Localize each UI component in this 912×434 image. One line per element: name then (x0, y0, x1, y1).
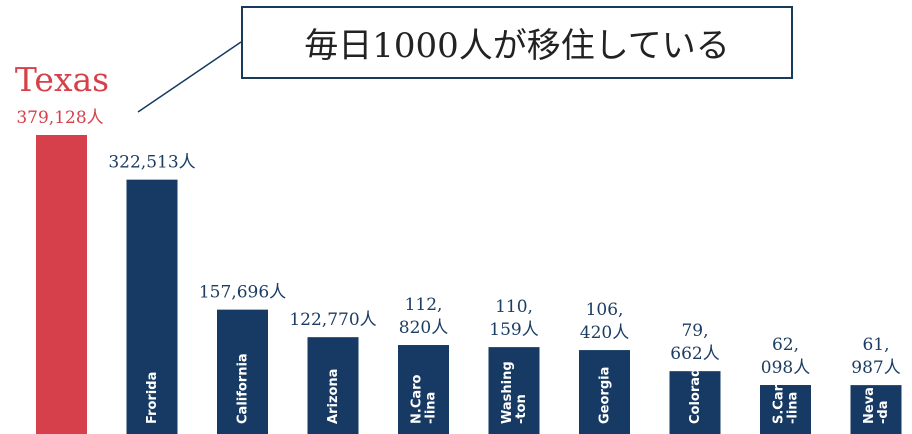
category-label-line: California (236, 353, 251, 424)
category-label-4: N.Caro-lina (410, 374, 439, 424)
bar-2 (217, 309, 268, 434)
category-label-3: Arizona (326, 369, 341, 424)
category-label-line: Frorida (145, 372, 160, 424)
value-label-line: 159人 (489, 320, 538, 340)
value-label-line: 62, (772, 335, 799, 355)
value-label-4: 112, 820人 (399, 295, 448, 338)
value-label-line: 662人 (670, 344, 719, 364)
value-label-line: 106, (586, 300, 624, 320)
category-label-line: N.Caro (410, 374, 425, 424)
value-label-line: 098人 (761, 358, 810, 378)
callout-text: 毎日1000人が移住している (304, 26, 730, 66)
category-label-8: S.Caro-lina (772, 376, 801, 424)
category-label-7: Colorado (688, 359, 703, 424)
value-label-3: 122,770人 (289, 310, 376, 330)
bar-7 (669, 371, 721, 434)
category-label-line: Arizona (326, 369, 341, 424)
value-label-line: 987人 (851, 358, 900, 378)
bar-4 (398, 345, 449, 434)
bar-0 (36, 135, 87, 434)
category-label-line: Neva (862, 387, 877, 424)
category-label-1: Frorida (145, 372, 160, 424)
value-label-line: 322,513人 (108, 153, 195, 173)
callout-box: 毎日1000人が移住している (241, 6, 793, 79)
value-label-line: 79, (681, 321, 708, 341)
bar-3 (307, 337, 359, 434)
category-label-line: Georgia (598, 367, 613, 424)
value-label-7: 79, 662人 (670, 321, 719, 364)
value-label-1: 322,513人 (108, 153, 195, 173)
value-label-2: 157,696人 (199, 283, 286, 303)
value-label-5: 110, 159人 (489, 297, 538, 340)
bar-1 (126, 179, 178, 434)
category-label-line: -lina (786, 392, 801, 424)
value-label-0: 379,128人 (16, 108, 103, 128)
bar-5 (488, 347, 540, 434)
category-label-line: Washing (500, 361, 515, 424)
value-label-line: 820人 (399, 318, 448, 338)
category-label-line: -da (876, 401, 891, 424)
category-label-line: Colorado (688, 359, 703, 424)
value-label-line: 110, (495, 297, 533, 317)
value-label-line: 112, (405, 295, 443, 315)
category-label-0: Texas (15, 60, 109, 99)
value-label-6: 106, 420人 (580, 300, 629, 343)
value-label-line: 61, (862, 335, 889, 355)
value-label-line: 122,770人 (289, 310, 376, 330)
bar-6 (579, 350, 630, 434)
value-label-line: 379,128人 (16, 108, 103, 128)
category-label-5: Washing-ton (500, 361, 529, 424)
category-label-2: California (236, 353, 251, 424)
category-label-6: Georgia (598, 367, 613, 424)
category-label-9: Neva-da (862, 387, 891, 424)
value-label-9: 61, 987人 (851, 335, 900, 378)
category-label-line: S.Caro (772, 376, 787, 424)
category-label-line: -ton (514, 394, 529, 424)
category-label-line: -lina (424, 392, 439, 424)
bar-9 (850, 385, 902, 434)
value-label-8: 62, 098人 (761, 335, 810, 378)
bar-8 (760, 385, 811, 434)
value-label-line: 420人 (580, 323, 629, 343)
value-label-line: 157,696人 (199, 283, 286, 303)
callout-connector-line (137, 41, 242, 113)
